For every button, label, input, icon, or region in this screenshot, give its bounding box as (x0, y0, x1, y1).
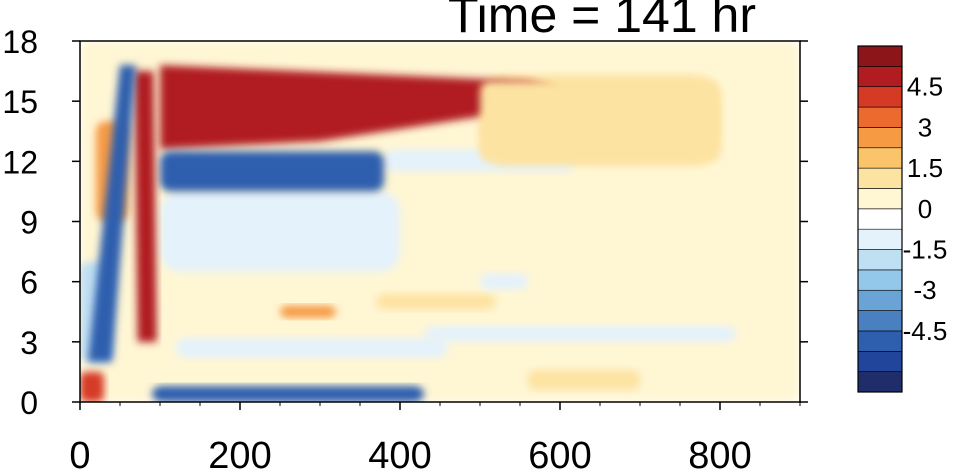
feature-1 (160, 151, 384, 192)
feature-diagonal-positive (134, 71, 157, 342)
corner-orange (80, 371, 104, 402)
colorbar-label: 4.5 (907, 72, 943, 102)
colorbar-swatch (857, 86, 903, 108)
chart-title: Time = 141 hr (448, 0, 757, 43)
small-blue-patch (480, 273, 528, 290)
colorbar-swatch (857, 188, 903, 210)
colorbar-swatch (857, 228, 903, 250)
colorbar-swatch (857, 330, 903, 352)
y-tick-label: 0 (20, 385, 38, 421)
colorbar-swatch (857, 147, 903, 169)
feature-upper-positive (160, 65, 560, 150)
colorbar-label: -4.5 (903, 316, 948, 346)
mid-blue-haze (160, 191, 400, 272)
x-tick-label: 800 (688, 435, 751, 473)
y-tick-label: 18 (2, 24, 38, 60)
x-tick-label: 200 (208, 435, 271, 473)
y-tick-label: 9 (20, 205, 38, 241)
colorbar-swatch (857, 249, 903, 271)
colorbar-swatch (857, 350, 903, 372)
colorbar-swatch (857, 127, 903, 149)
colorbar-swatch (857, 371, 903, 393)
small-orange-patch (280, 305, 336, 318)
colorbar-label: -1.5 (903, 235, 948, 265)
y-tick-label: 15 (2, 84, 38, 120)
y-tick-label: 12 (2, 144, 38, 180)
right-low-blue (424, 325, 736, 342)
y-tick-label: 3 (20, 325, 38, 361)
colorbar-swatch (857, 208, 903, 230)
x-tick-label: 600 (528, 435, 591, 473)
colorbar-label: 1.5 (907, 153, 943, 183)
colorbar-swatch (857, 66, 903, 88)
colorbar-swatch (857, 289, 903, 311)
x-tick-label: 0 (69, 435, 90, 473)
colorbar-swatch (857, 106, 903, 128)
colorbar-label: 3 (918, 112, 932, 142)
colorbar-label: -3 (913, 275, 936, 305)
y-tick-label: 6 (20, 265, 38, 301)
feature-2 (152, 385, 424, 402)
colorbar-swatch (857, 269, 903, 291)
feature-5 (480, 81, 720, 162)
field-layer (80, 41, 800, 402)
bottom-yellow (528, 369, 640, 390)
colorbar-label: 0 (918, 194, 932, 224)
colorbar-swatch (857, 310, 903, 332)
low-blue-band (176, 337, 448, 358)
mid-yellow-patch (376, 293, 496, 310)
feature-diagonal-negative (88, 65, 136, 362)
colorbar-swatch (857, 45, 903, 67)
colorbar-frame (857, 45, 903, 393)
x-tick-label: 400 (368, 435, 431, 473)
colorbar-swatch (857, 167, 903, 189)
